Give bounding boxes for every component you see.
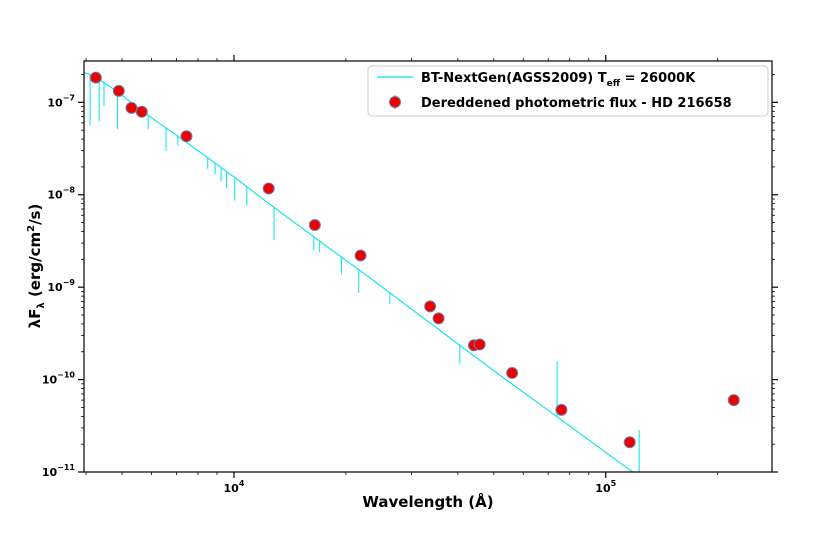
legend-marker-swatch bbox=[389, 96, 401, 108]
y-tick-label-exp: −10 bbox=[57, 371, 75, 380]
y-tick-label: 10−11 bbox=[42, 463, 76, 479]
photometry-points-layer bbox=[89, 71, 740, 449]
y-tick-label-base: 10 bbox=[47, 96, 63, 109]
photometry-point bbox=[424, 300, 437, 313]
photometry-point bbox=[180, 130, 193, 143]
y-tick-label: 10−10 bbox=[42, 371, 76, 387]
legend: BT-NextGen(AGSS2009) Teff = 26000K Dered… bbox=[367, 65, 769, 117]
y-tick-label-base: 10 bbox=[42, 374, 58, 387]
photometry-point bbox=[89, 71, 102, 84]
photometry-point bbox=[473, 338, 486, 351]
plot-area bbox=[84, 71, 740, 472]
photometry-point bbox=[555, 403, 568, 416]
y-tick-label-base: 10 bbox=[47, 189, 63, 202]
photometry-point bbox=[112, 84, 125, 97]
plot-frame bbox=[83, 60, 773, 473]
legend-label-model-end: = 26000K bbox=[620, 71, 696, 86]
y-tick-label-base: 10 bbox=[47, 281, 63, 294]
y-tick-label-exp: −9 bbox=[63, 278, 76, 287]
legend-label-model: BT-NextGen(AGSS2009) Teff = 26000K bbox=[421, 71, 696, 89]
y-tick-label: 10−9 bbox=[47, 278, 75, 294]
x-tick-label-exp: 5 bbox=[611, 479, 617, 488]
photometry-point bbox=[727, 394, 740, 407]
photometry-point bbox=[308, 219, 321, 232]
x-axis-title: Wavelength (Å) bbox=[362, 492, 493, 511]
photometry-point bbox=[354, 249, 367, 262]
y-axis-title-sub: λ bbox=[36, 302, 47, 309]
legend-label-model-sub: eff bbox=[607, 79, 621, 89]
photometry-point bbox=[623, 436, 636, 449]
photometry-point bbox=[135, 105, 148, 118]
y-tick-label: 10−8 bbox=[47, 186, 75, 202]
x-tick-label: 105 bbox=[595, 479, 616, 495]
y-tick-label-exp: −11 bbox=[57, 463, 75, 472]
y-tick-label-exp: −8 bbox=[63, 186, 76, 195]
y-axis-title-unit-end: /s) bbox=[26, 204, 44, 225]
y-tick-label-base: 10 bbox=[42, 466, 58, 479]
photometry-point bbox=[125, 101, 138, 114]
y-axis-title-unit-sup: 2 bbox=[26, 225, 37, 232]
photometry-point bbox=[506, 366, 519, 379]
photometry-point bbox=[262, 182, 275, 195]
x-tick-label-base: 10 bbox=[224, 482, 240, 495]
x-tick-label-base: 10 bbox=[595, 482, 611, 495]
y-axis-title: λFλ (erg/cm2/s) bbox=[26, 204, 47, 329]
x-tick-label-exp: 4 bbox=[239, 479, 245, 488]
legend-label-photometry: Dereddened photometric flux - HD 216658 bbox=[421, 96, 732, 111]
model-spectrum-layer bbox=[84, 72, 640, 472]
x-tick-label: 104 bbox=[224, 479, 245, 495]
y-tick-label-exp: −7 bbox=[63, 93, 75, 102]
y-tick-label: 10−7 bbox=[47, 93, 75, 109]
y-axis-title-unit: (erg/cm bbox=[26, 232, 44, 302]
y-axis-title-main: λF bbox=[26, 309, 44, 329]
photometry-point bbox=[432, 312, 445, 325]
legend-label-model-main: BT-NextGen(AGSS2009) T bbox=[421, 71, 607, 86]
legend-box bbox=[367, 65, 769, 117]
